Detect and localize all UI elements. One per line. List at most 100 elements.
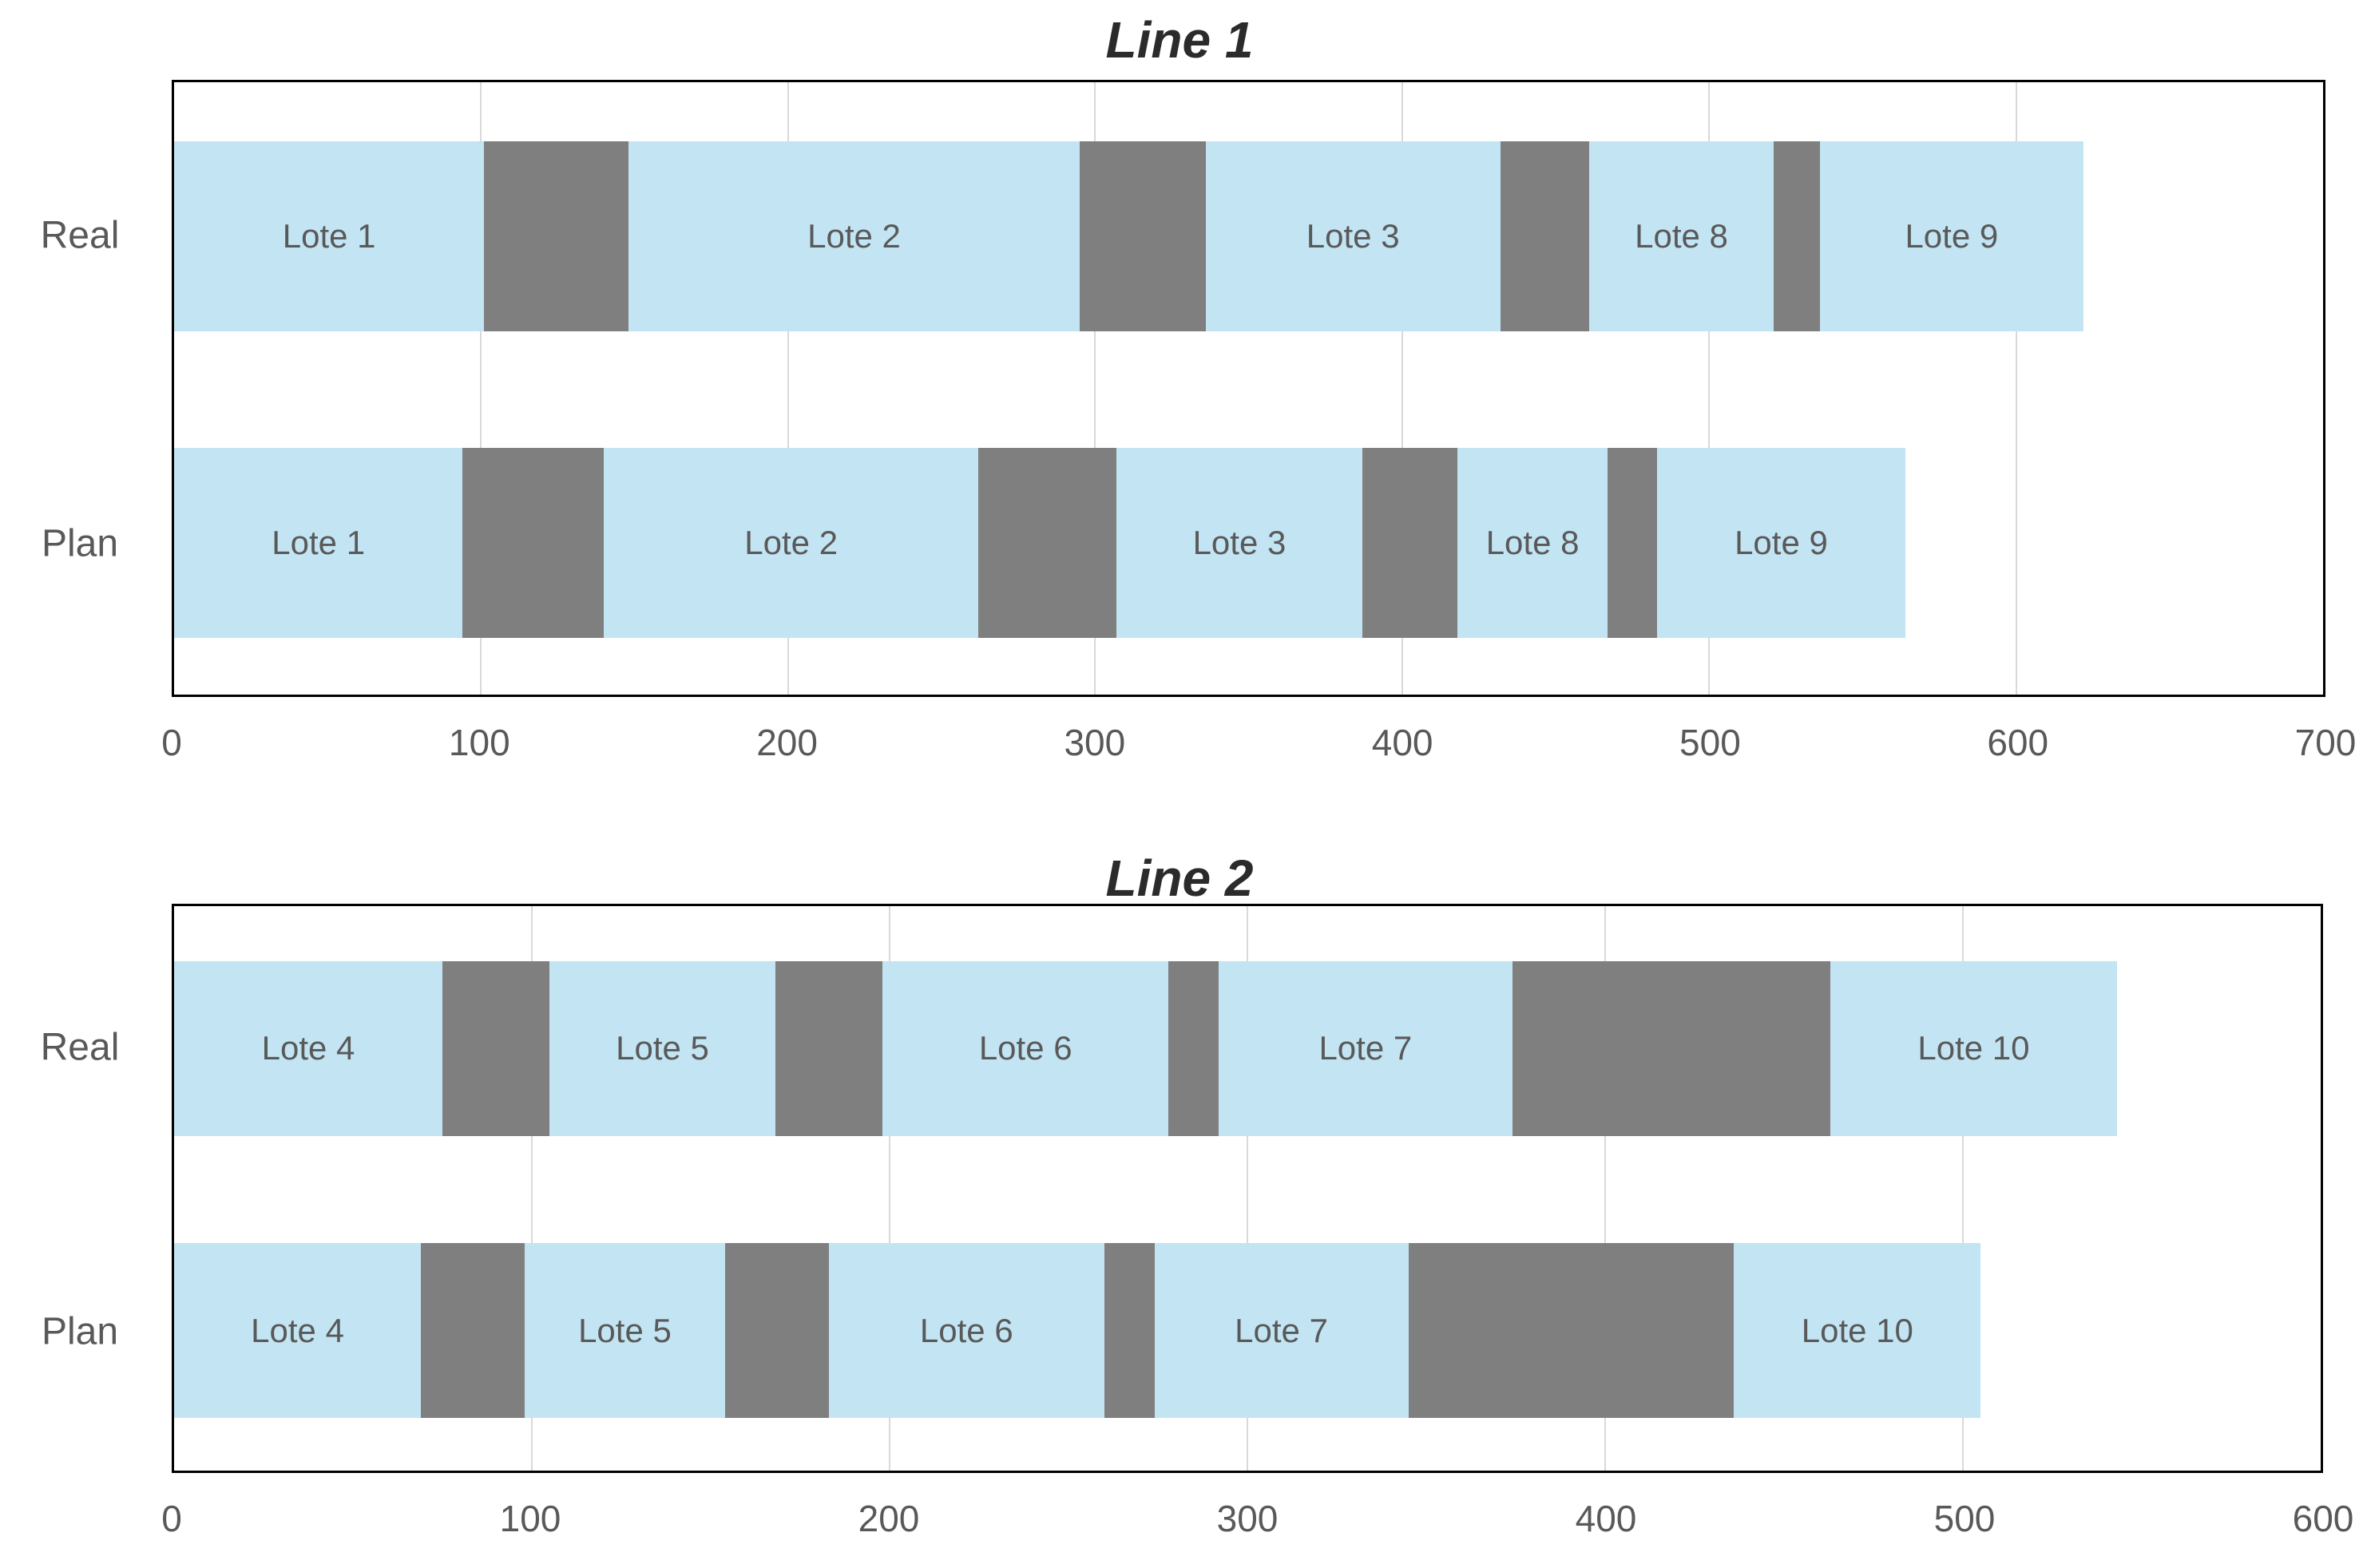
- segment-label: Lote 7: [1235, 1311, 1328, 1349]
- segment-label: Lote 10: [1917, 1029, 2030, 1067]
- gridline: [1401, 82, 1403, 695]
- x-axis-labels: 0 100 200 300 400 500 600 700: [161, 707, 2356, 778]
- bar-row-plan: Lote 1 Lote 2 Lote 3 Lote 8 Lote 9: [174, 447, 2323, 638]
- x-axis-labels: 0 100 200 300 400 500 600: [161, 1483, 2353, 1554]
- plot-area: Lote 4 Lote 5 Lote 6 Lote 7 Lote 10 Lote 4 Lot…: [172, 904, 2323, 1473]
- bar-segment-lot: Lote 4: [174, 960, 442, 1136]
- bar-segment-lot: Lote 6: [882, 960, 1169, 1136]
- y-axis-label-plan: Plan: [41, 522, 119, 565]
- gridline: [1708, 82, 1711, 695]
- bar-segment-lot: Lote 8: [1589, 141, 1774, 332]
- gridline: [531, 906, 533, 1471]
- bar-segment-lot: Lote 6: [828, 1243, 1104, 1419]
- y-axis-label-plan: Plan: [41, 1310, 119, 1353]
- bar-segment-changeover: [1608, 447, 1657, 638]
- bar-segment-lot: Lote 7: [1154, 1243, 1409, 1419]
- bar-segment-lot: Lote 10: [1830, 960, 2117, 1136]
- x-tick-label: 700: [2294, 722, 2357, 763]
- segment-label: Lote 1: [282, 217, 376, 255]
- segment-label: Lote 4: [261, 1029, 355, 1067]
- bar-segment-lot: Lote 1: [174, 447, 463, 638]
- x-tick-label: 600: [1987, 722, 2049, 763]
- gridline: [787, 82, 789, 695]
- y-axis-labels: Real Plan: [0, 80, 160, 697]
- bar-segment-changeover: [1500, 141, 1590, 332]
- bar-segment-lot: Lote 7: [1219, 960, 1513, 1136]
- bar-segment-changeover: [1168, 960, 1219, 1136]
- x-tick-label: 400: [1371, 722, 1433, 763]
- bar-segment-lot: Lote 8: [1457, 447, 1608, 638]
- x-tick-label: 200: [858, 1498, 920, 1539]
- gridline: [2015, 82, 2017, 695]
- segment-label: Lote 2: [744, 523, 839, 561]
- bar-segment-changeover: [775, 960, 883, 1136]
- bar-segment-changeover: [1080, 141, 1206, 332]
- gridline: [480, 82, 482, 695]
- chart-title: Line 1: [1105, 11, 1254, 69]
- bar-row-real: Lote 4 Lote 5 Lote 6 Lote 7 Lote 10: [174, 960, 2321, 1136]
- bar-segment-changeover: [1362, 447, 1457, 638]
- bar-segment-changeover: [1408, 1243, 1735, 1419]
- bar-row-plan: Lote 4 Lote 5 Lote 6 Lote 7 Lote 10: [174, 1243, 2321, 1419]
- segment-label: Lote 3: [1306, 217, 1400, 255]
- bar-segment-lot: Lote 3: [1116, 447, 1362, 638]
- bar-row-real: Lote 1 Lote 2 Lote 3 Lote 8 Lote 9: [174, 141, 2323, 332]
- segment-label: Lote 4: [251, 1311, 344, 1349]
- bar-segment-changeover: [484, 141, 628, 332]
- bar-segment-lot: Lote 9: [1656, 447, 1906, 638]
- bar-segment-changeover: [442, 960, 550, 1136]
- gridline: [1604, 906, 1606, 1471]
- chart-line-1: Line 1 Real Plan Lote 1 Lote 2 Lote 3 Lote 8…: [0, 11, 2357, 778]
- x-tick-label: 100: [499, 1498, 561, 1539]
- segment-label: Lote 10: [1801, 1311, 1913, 1349]
- bar-segment-changeover: [1773, 141, 1820, 332]
- x-tick-label: 300: [1064, 722, 1126, 763]
- segment-label: Lote 1: [272, 523, 366, 561]
- segment-label: Lote 9: [1905, 217, 1999, 255]
- gridline: [1094, 82, 1096, 695]
- segment-label: Lote 5: [578, 1311, 672, 1349]
- bar-segment-lot: Lote 3: [1205, 141, 1501, 332]
- chart-title: Line 2: [1105, 849, 1254, 907]
- y-axis-label-real: Real: [40, 1026, 120, 1069]
- x-tick-label: 600: [2292, 1498, 2354, 1539]
- bar-segment-lot: Lote 10: [1734, 1243, 1981, 1419]
- segment-label: Lote 3: [1192, 523, 1287, 561]
- gridline: [1962, 906, 1964, 1471]
- x-tick-label: 0: [161, 722, 182, 763]
- bar-segment-changeover: [724, 1243, 829, 1419]
- bar-segment-changeover: [462, 447, 605, 638]
- x-tick-label: 400: [1575, 1498, 1637, 1539]
- x-tick-label: 200: [756, 722, 818, 763]
- gridline: [1247, 906, 1248, 1471]
- gridline: [889, 906, 890, 1471]
- chart-line-2: Line 2 Real Plan Lote 4 Lote 5 Lote 6 Lote 7…: [0, 838, 2359, 1568]
- segment-label: Lote 8: [1635, 217, 1728, 255]
- bar-segment-changeover: [1512, 960, 1831, 1136]
- segment-label: Lote 7: [1318, 1029, 1413, 1067]
- bar-segment-changeover: [1104, 1243, 1155, 1419]
- segment-label: Lote 6: [919, 1311, 1013, 1349]
- segment-label: Lote 8: [1485, 523, 1580, 561]
- plot-area: Lote 1 Lote 2 Lote 3 Lote 8 Lote 9 Lote 1 Lote…: [172, 80, 2325, 697]
- bar-segment-lot: Lote 2: [604, 447, 979, 638]
- y-axis-label-real: Real: [40, 214, 120, 257]
- bar-segment-lot: Lote 9: [1819, 141, 2084, 332]
- x-tick-label: 100: [448, 722, 510, 763]
- bar-segment-changeover: [421, 1243, 525, 1419]
- segment-label: Lote 6: [978, 1029, 1072, 1067]
- x-tick-label: 0: [161, 1498, 182, 1539]
- bar-segment-lot: Lote 4: [174, 1243, 422, 1419]
- bar-segment-lot: Lote 5: [525, 1243, 725, 1419]
- segment-label: Lote 9: [1735, 523, 1828, 561]
- bar-segment-changeover: [978, 447, 1117, 638]
- x-tick-label: 300: [1216, 1498, 1279, 1539]
- segment-label: Lote 5: [616, 1029, 709, 1067]
- x-tick-label: 500: [1933, 1498, 1996, 1539]
- y-axis-labels: Real Plan: [0, 904, 160, 1473]
- x-tick-label: 500: [1679, 722, 1741, 763]
- bar-segment-lot: Lote 5: [549, 960, 775, 1136]
- bar-segment-lot: Lote 1: [174, 141, 485, 332]
- segment-label: Lote 2: [807, 217, 901, 255]
